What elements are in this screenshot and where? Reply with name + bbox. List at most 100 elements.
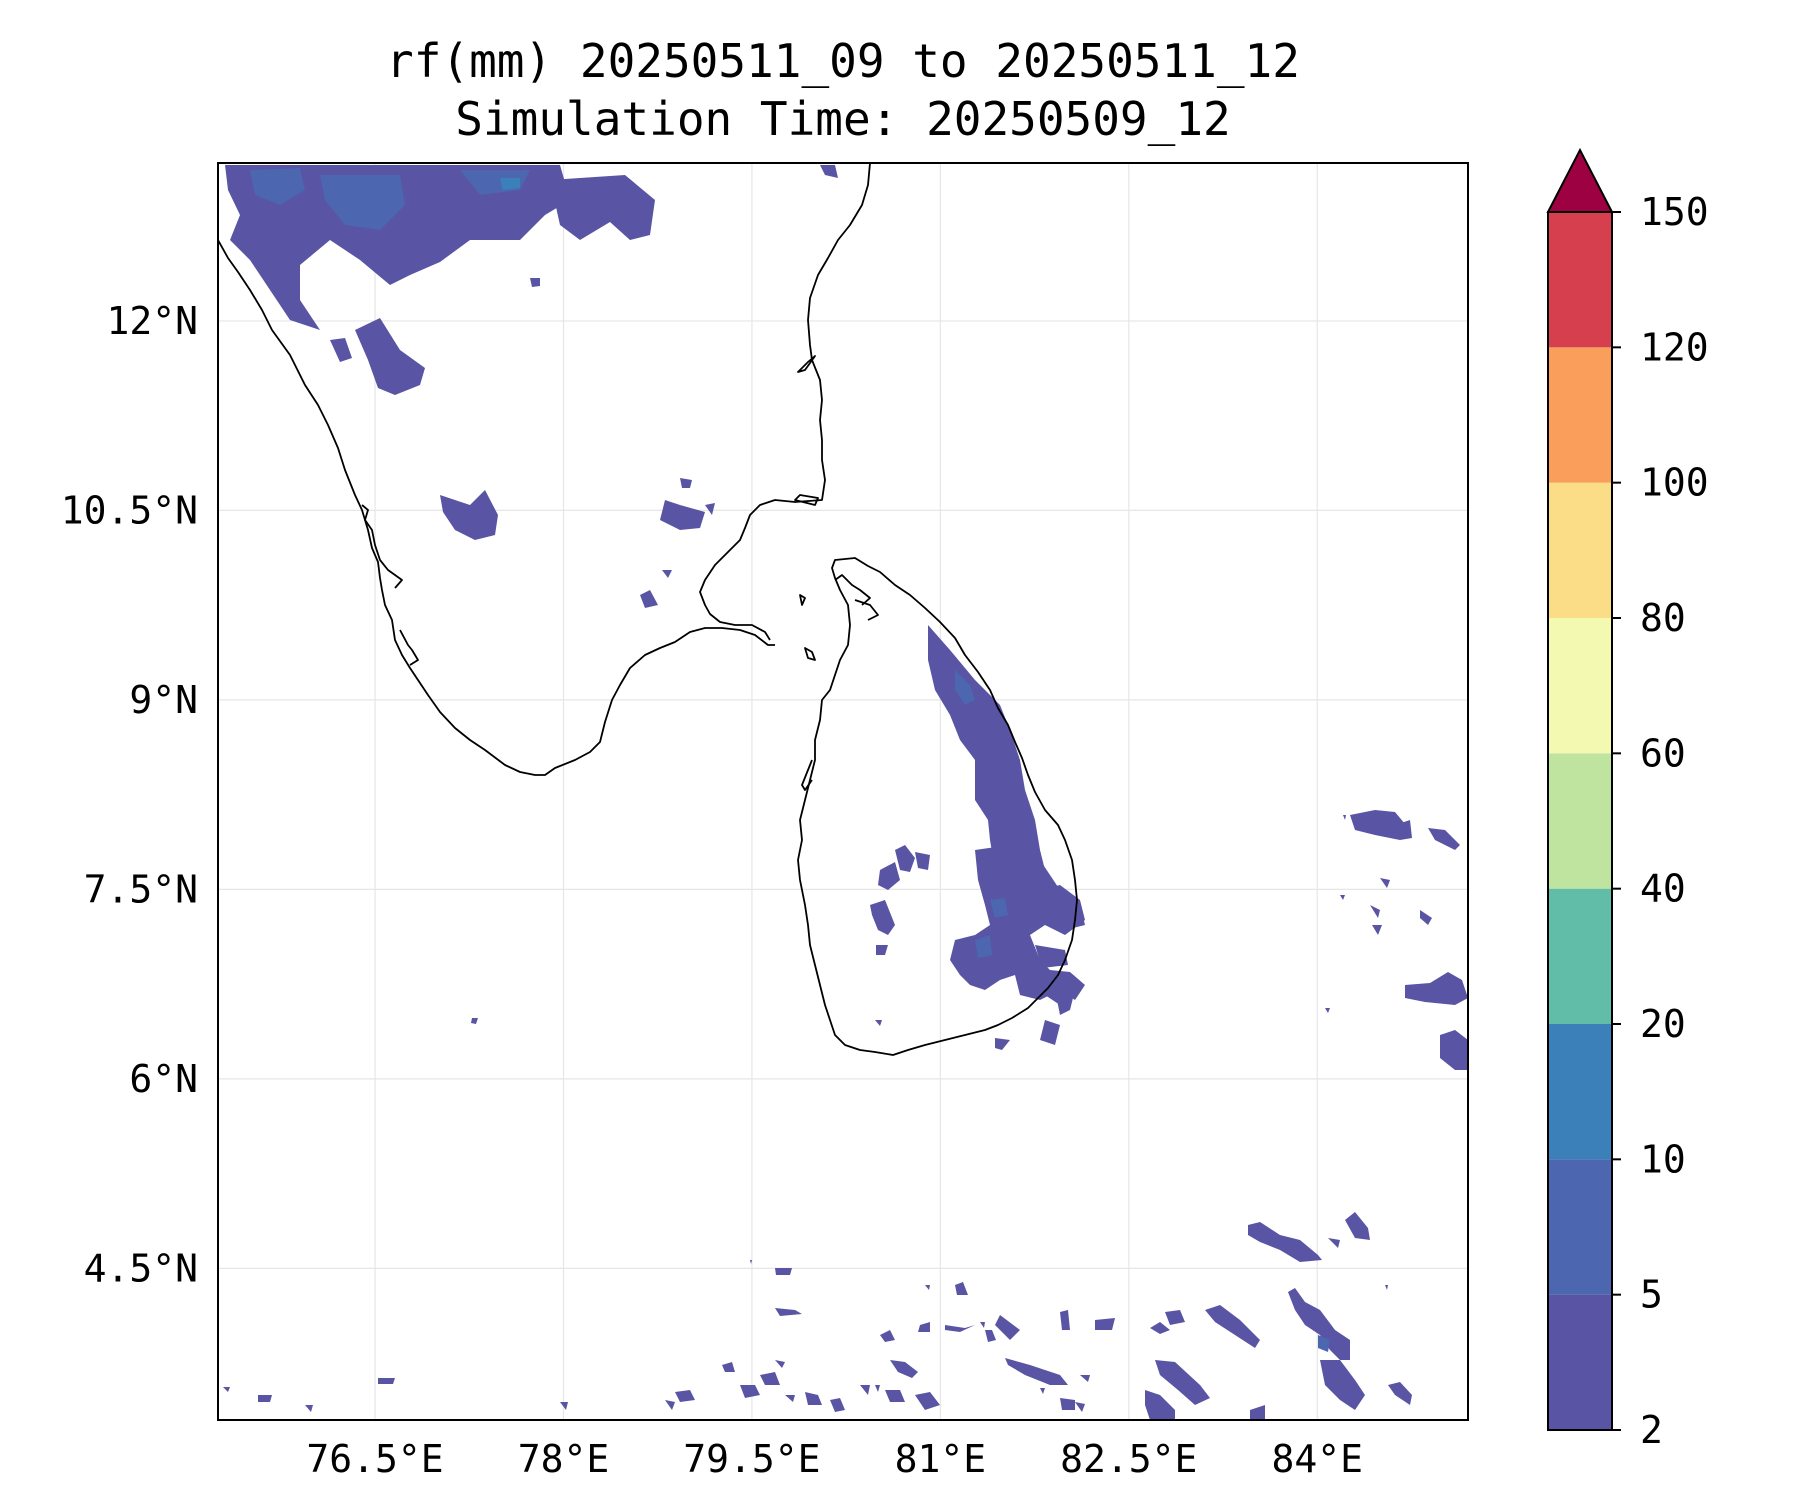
rain-area	[1405, 972, 1468, 1005]
rain-area	[878, 862, 900, 890]
coastlines	[218, 163, 1078, 1056]
rain-area	[225, 165, 570, 330]
rain-area	[1372, 925, 1382, 935]
coastline-detail	[399, 629, 419, 666]
lon-tick-label: 78°E	[518, 1437, 610, 1481]
map-title: rf(mm) 20250511_09 to 20250511_12 Simula…	[218, 32, 1468, 148]
rain-area	[875, 1020, 882, 1026]
colorbar-tick-label: 100	[1640, 461, 1709, 505]
rain-area	[975, 935, 992, 958]
rain-area	[760, 1372, 780, 1385]
gridlines	[218, 163, 1468, 1420]
colorbar-tick-label: 120	[1640, 325, 1709, 369]
rain-area	[820, 165, 838, 178]
rain-area	[895, 845, 915, 872]
coastline-detail	[804, 647, 816, 661]
rain-area	[890, 1360, 918, 1378]
rain-area	[722, 1362, 735, 1372]
rain-area	[830, 1398, 845, 1412]
coastline-detail	[834, 574, 871, 606]
rain-area	[1328, 1238, 1340, 1248]
coastline-detail	[361, 504, 403, 589]
title-line-1: rf(mm) 20250511_09 to 20250511_12	[386, 34, 1300, 88]
lat-tick-label: 10.5°N	[61, 488, 198, 532]
rain-area	[305, 1405, 313, 1412]
rain-area	[918, 1322, 930, 1332]
rain-area	[1060, 1398, 1075, 1410]
lon-tick-label: 82.5°E	[1060, 1437, 1197, 1481]
rain-area	[223, 1387, 230, 1392]
rain-area	[1150, 1322, 1170, 1334]
rain-area	[1095, 1318, 1115, 1330]
rain-area	[1205, 1305, 1260, 1348]
colorbar-tick-label: 60	[1640, 731, 1686, 775]
colorbar-frame	[1547, 211, 1613, 1431]
rain-area	[990, 898, 1008, 918]
rain-area	[680, 478, 692, 488]
rain-area	[915, 1392, 940, 1410]
rain-area	[915, 852, 930, 870]
colorbar-swatch	[1548, 1159, 1612, 1295]
rain-area	[805, 1392, 822, 1405]
rain-area	[258, 1395, 272, 1402]
coastline-india-east	[699, 163, 871, 641]
rain-area	[660, 500, 705, 530]
lon-tick-label: 76.5°E	[306, 1437, 443, 1481]
title-line-2: Simulation Time: 20250509_12	[455, 92, 1231, 146]
rain-area	[1320, 1360, 1365, 1410]
rain-area	[955, 670, 975, 705]
rain-area	[870, 900, 895, 935]
rain-area	[1035, 945, 1068, 968]
rain-area	[876, 945, 888, 955]
rain-area	[995, 1315, 1020, 1340]
rain-area	[1370, 905, 1380, 918]
rain-area	[1165, 1310, 1185, 1325]
rain-area	[355, 318, 425, 395]
lon-tick-label: 79.5°E	[683, 1437, 820, 1481]
lat-tick-label: 6°N	[129, 1057, 198, 1101]
coastline-detail	[799, 594, 806, 606]
colorbar-tick-label: 20	[1640, 1002, 1686, 1046]
rain-areas	[223, 165, 1468, 1420]
rain-area	[880, 1330, 895, 1342]
rain-area	[662, 570, 672, 578]
rain-area	[860, 1385, 870, 1395]
colorbar-swatch	[1548, 482, 1612, 618]
rain-area	[885, 1390, 905, 1402]
colorbar-tick-label: 2	[1640, 1408, 1663, 1452]
coastline-detail	[794, 494, 819, 506]
rain-area	[1055, 990, 1075, 1015]
coastline-detail	[797, 355, 816, 373]
colorbar-swatch	[1548, 1024, 1612, 1160]
rain-area	[705, 503, 715, 515]
rain-area	[1060, 1310, 1070, 1330]
rain-area	[1040, 1020, 1060, 1045]
rain-area	[1318, 1335, 1330, 1352]
rain-area	[950, 845, 1085, 1000]
rain-area	[440, 490, 498, 540]
rain-area	[500, 178, 520, 190]
lat-tick-label: 9°N	[129, 678, 198, 722]
rain-area	[1155, 1360, 1210, 1405]
rain-area	[560, 1402, 568, 1410]
colorbar: 2 5 10 20 40 60 80 100 120 150	[1546, 147, 1709, 1452]
rain-area	[995, 1038, 1010, 1050]
rain-area	[1080, 1375, 1090, 1382]
rain-area	[471, 1018, 478, 1024]
rain-area	[980, 1322, 985, 1328]
rain-area	[1145, 1390, 1175, 1420]
rain-area	[1388, 1382, 1412, 1405]
rain-area	[985, 1330, 996, 1342]
rain-area	[1343, 815, 1346, 820]
rain-area	[1420, 910, 1432, 925]
coastline-india-west	[218, 239, 775, 776]
rain-area	[1248, 1222, 1322, 1262]
rain-area	[785, 1395, 795, 1402]
colorbar-tick-label: 150	[1640, 190, 1709, 234]
colorbar-tick-label: 10	[1640, 1137, 1686, 1181]
rain-area	[1345, 1212, 1370, 1240]
colorbar-extend-arrow	[1546, 147, 1614, 213]
lon-tick-label: 81°E	[895, 1437, 987, 1481]
rain-area	[740, 1385, 760, 1398]
